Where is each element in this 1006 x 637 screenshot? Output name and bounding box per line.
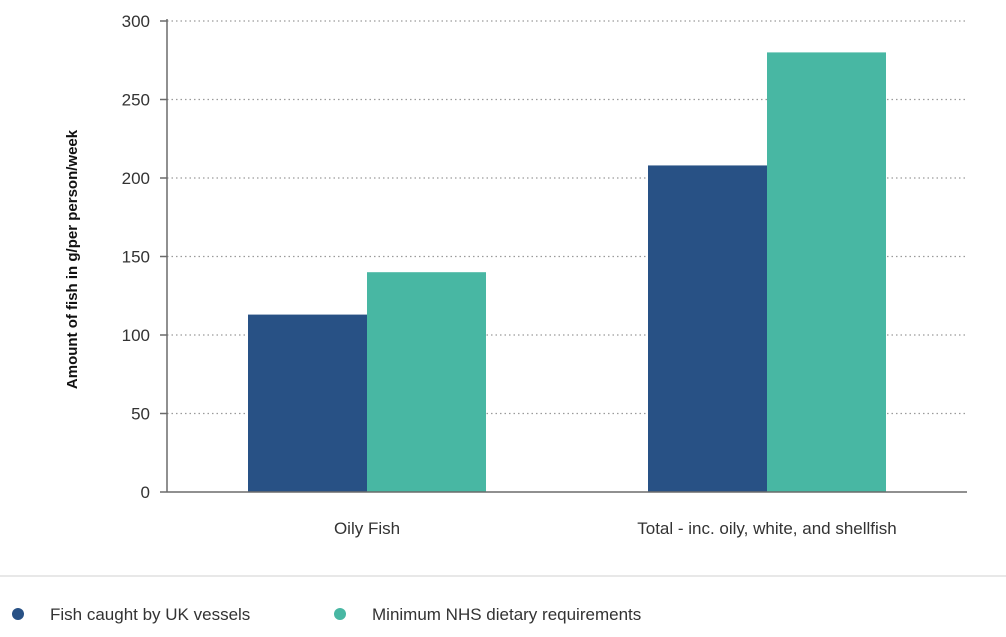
legend-marker [334,608,346,620]
y-axis-title: Amount of fish in g/per person/week [64,129,81,389]
legend-label: Minimum NHS dietary requirements [372,605,641,624]
bar [767,52,886,492]
bar [248,315,367,492]
bars [248,52,886,492]
legend-marker [12,608,24,620]
y-tick-label: 0 [141,483,150,502]
y-tick-label: 250 [122,91,150,110]
legend-label: Fish caught by UK vessels [50,605,250,624]
bar [367,272,486,492]
x-tick-label: Oily Fish [334,519,400,538]
y-tick-label: 50 [131,405,150,424]
y-tick-label: 100 [122,326,150,345]
legend: Fish caught by UK vessels Minimum NHS die… [12,605,641,624]
y-tick-label: 150 [122,248,150,267]
y-tick-label: 200 [122,169,150,188]
x-tick-label: Total - inc. oily, white, and shellfish [637,519,897,538]
y-tick-label: 300 [122,12,150,31]
bar [648,165,767,492]
